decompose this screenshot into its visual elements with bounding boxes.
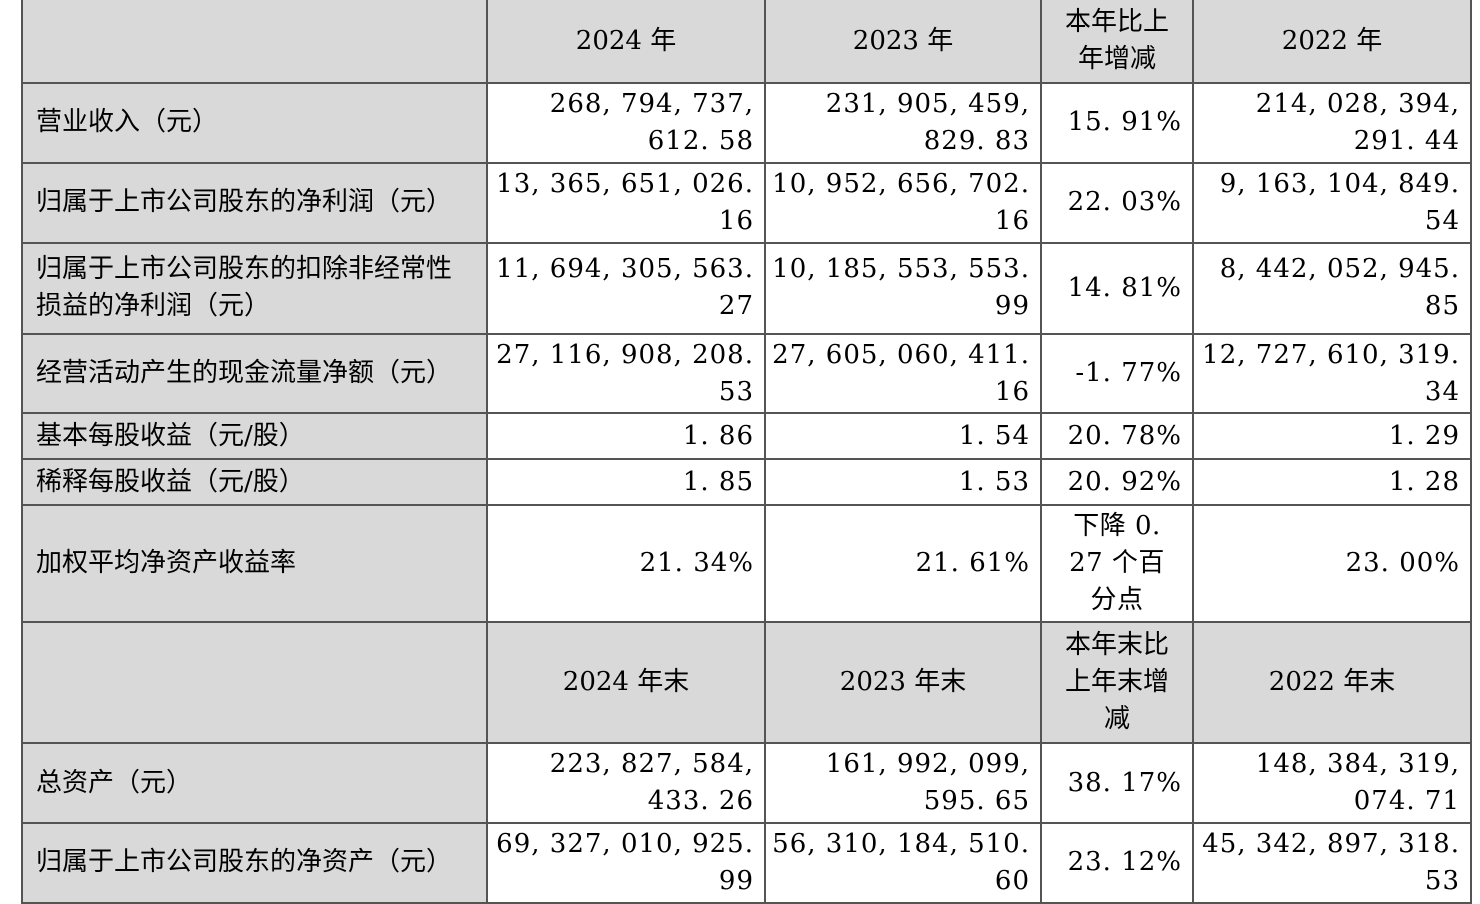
header-2023: 2023 年 xyxy=(764,0,1042,84)
table-row: 归属于上市公司股东的净资产（元） 69, 327, 010, 925. 99 5… xyxy=(21,821,1472,904)
row-label: 经营活动产生的现金流量净额（元） xyxy=(21,332,488,415)
table-row: 基本每股收益（元/股） 1. 86 1. 54 20. 78% 1. 29 xyxy=(21,412,1472,461)
value-yoy-change: 20. 92% xyxy=(1040,458,1194,507)
value-yoy-change: 20. 78% xyxy=(1040,412,1194,461)
value-2022: 1. 28 xyxy=(1192,458,1472,507)
value-2023: 27, 605, 060, 411. 16 xyxy=(764,332,1042,415)
header-2023-end: 2023 年末 xyxy=(764,621,1042,745)
value-yoy-change: 23. 12% xyxy=(1040,821,1194,904)
table-row: 稀释每股收益（元/股） 1. 85 1. 53 20. 92% 1. 28 xyxy=(21,458,1472,507)
value-yoy-change: 38. 17% xyxy=(1040,742,1194,824)
value-2024: 21. 34% xyxy=(486,504,766,624)
value-2024: 1. 85 xyxy=(486,458,766,507)
value-yoy-change: 15. 91% xyxy=(1040,82,1194,164)
value-2024: 1. 86 xyxy=(486,412,766,461)
header-yearend-change-text: 本年末比上年末增减 xyxy=(1064,630,1169,735)
table-row: 总资产（元） 223, 827, 584, 433. 26 161, 992, … xyxy=(21,742,1472,824)
value-2022: 12, 727, 610, 319. 34 xyxy=(1192,332,1472,415)
table-header-row-annual: 2024 年 2023 年 本年比上年增减 2022 年 xyxy=(21,0,1472,84)
value-2024: 11, 694, 305, 563. 27 xyxy=(486,241,766,335)
table-row: 营业收入（元） 268, 794, 737, 612. 58 231, 905,… xyxy=(21,82,1472,164)
value-2024: 69, 327, 010, 925. 99 xyxy=(486,821,766,904)
row-label: 基本每股收益（元/股） xyxy=(21,412,488,461)
value-2022: 9, 163, 104, 849. 54 xyxy=(1192,161,1472,244)
financial-summary-table: 2024 年 2023 年 本年比上年增减 2022 年 营业收入（元） 268… xyxy=(21,0,1472,904)
header-yoy-change-text: 本年比上年增减 xyxy=(1064,7,1169,74)
row-label: 稀释每股收益（元/股） xyxy=(21,458,488,507)
corner-cell xyxy=(21,621,488,745)
row-label: 归属于上市公司股东的净利润（元） xyxy=(21,161,488,244)
header-yoy-change: 本年比上年增减 xyxy=(1040,0,1194,84)
value-2022: 8, 442, 052, 945. 85 xyxy=(1192,241,1472,335)
value-2023: 56, 310, 184, 510. 60 xyxy=(764,821,1042,904)
value-2022: 214, 028, 394, 291. 44 xyxy=(1192,82,1472,164)
value-2022: 148, 384, 319, 074. 71 xyxy=(1192,742,1472,824)
header-2022: 2022 年 xyxy=(1192,0,1472,84)
value-yoy-change: 下降 0. 27 个百分点 xyxy=(1040,504,1194,624)
header-2022-end: 2022 年末 xyxy=(1192,621,1472,745)
row-label: 加权平均净资产收益率 xyxy=(21,504,488,624)
corner-cell xyxy=(21,0,488,84)
row-label: 归属于上市公司股东的净资产（元） xyxy=(21,821,488,904)
table-row: 经营活动产生的现金流量净额（元） 27, 116, 908, 208. 53 2… xyxy=(21,332,1472,415)
row-label: 归属于上市公司股东的扣除非经常性损益的净利润（元） xyxy=(21,241,488,335)
value-2024: 13, 365, 651, 026. 16 xyxy=(486,161,766,244)
value-2024: 27, 116, 908, 208. 53 xyxy=(486,332,766,415)
value-2023: 1. 53 xyxy=(764,458,1042,507)
value-2022: 45, 342, 897, 318. 53 xyxy=(1192,821,1472,904)
header-2024: 2024 年 xyxy=(486,0,766,84)
row-label: 总资产（元） xyxy=(21,742,488,824)
value-yoy-change: -1. 77% xyxy=(1040,332,1194,415)
table-row: 加权平均净资产收益率 21. 34% 21. 61% 下降 0. 27 个百分点… xyxy=(21,504,1472,624)
row-label: 营业收入（元） xyxy=(21,82,488,164)
value-2023: 1. 54 xyxy=(764,412,1042,461)
value-2023: 161, 992, 099, 595. 65 xyxy=(764,742,1042,824)
header-yearend-change: 本年末比上年末增减 xyxy=(1040,621,1194,745)
value-yoy-change: 14. 81% xyxy=(1040,241,1194,335)
value-2022: 23. 00% xyxy=(1192,504,1472,624)
table-header-row-yearend: 2024 年末 2023 年末 本年末比上年末增减 2022 年末 xyxy=(21,621,1472,745)
value-2023: 10, 952, 656, 702. 16 xyxy=(764,161,1042,244)
value-2023: 231, 905, 459, 829. 83 xyxy=(764,82,1042,164)
value-2024: 223, 827, 584, 433. 26 xyxy=(486,742,766,824)
value-2023: 21. 61% xyxy=(764,504,1042,624)
header-2024-end: 2024 年末 xyxy=(486,621,766,745)
table-row: 归属于上市公司股东的净利润（元） 13, 365, 651, 026. 16 1… xyxy=(21,161,1472,244)
table-row: 归属于上市公司股东的扣除非经常性损益的净利润（元） 11, 694, 305, … xyxy=(21,241,1472,335)
value-2023: 10, 185, 553, 553. 99 xyxy=(764,241,1042,335)
value-2022: 1. 29 xyxy=(1192,412,1472,461)
value-2024: 268, 794, 737, 612. 58 xyxy=(486,82,766,164)
value-yoy-change-text: 下降 0. 27 个百分点 xyxy=(1069,511,1165,616)
financial-summary-table-grid: 2024 年 2023 年 本年比上年增减 2022 年 营业收入（元） 268… xyxy=(21,0,1472,904)
value-yoy-change: 22. 03% xyxy=(1040,161,1194,244)
